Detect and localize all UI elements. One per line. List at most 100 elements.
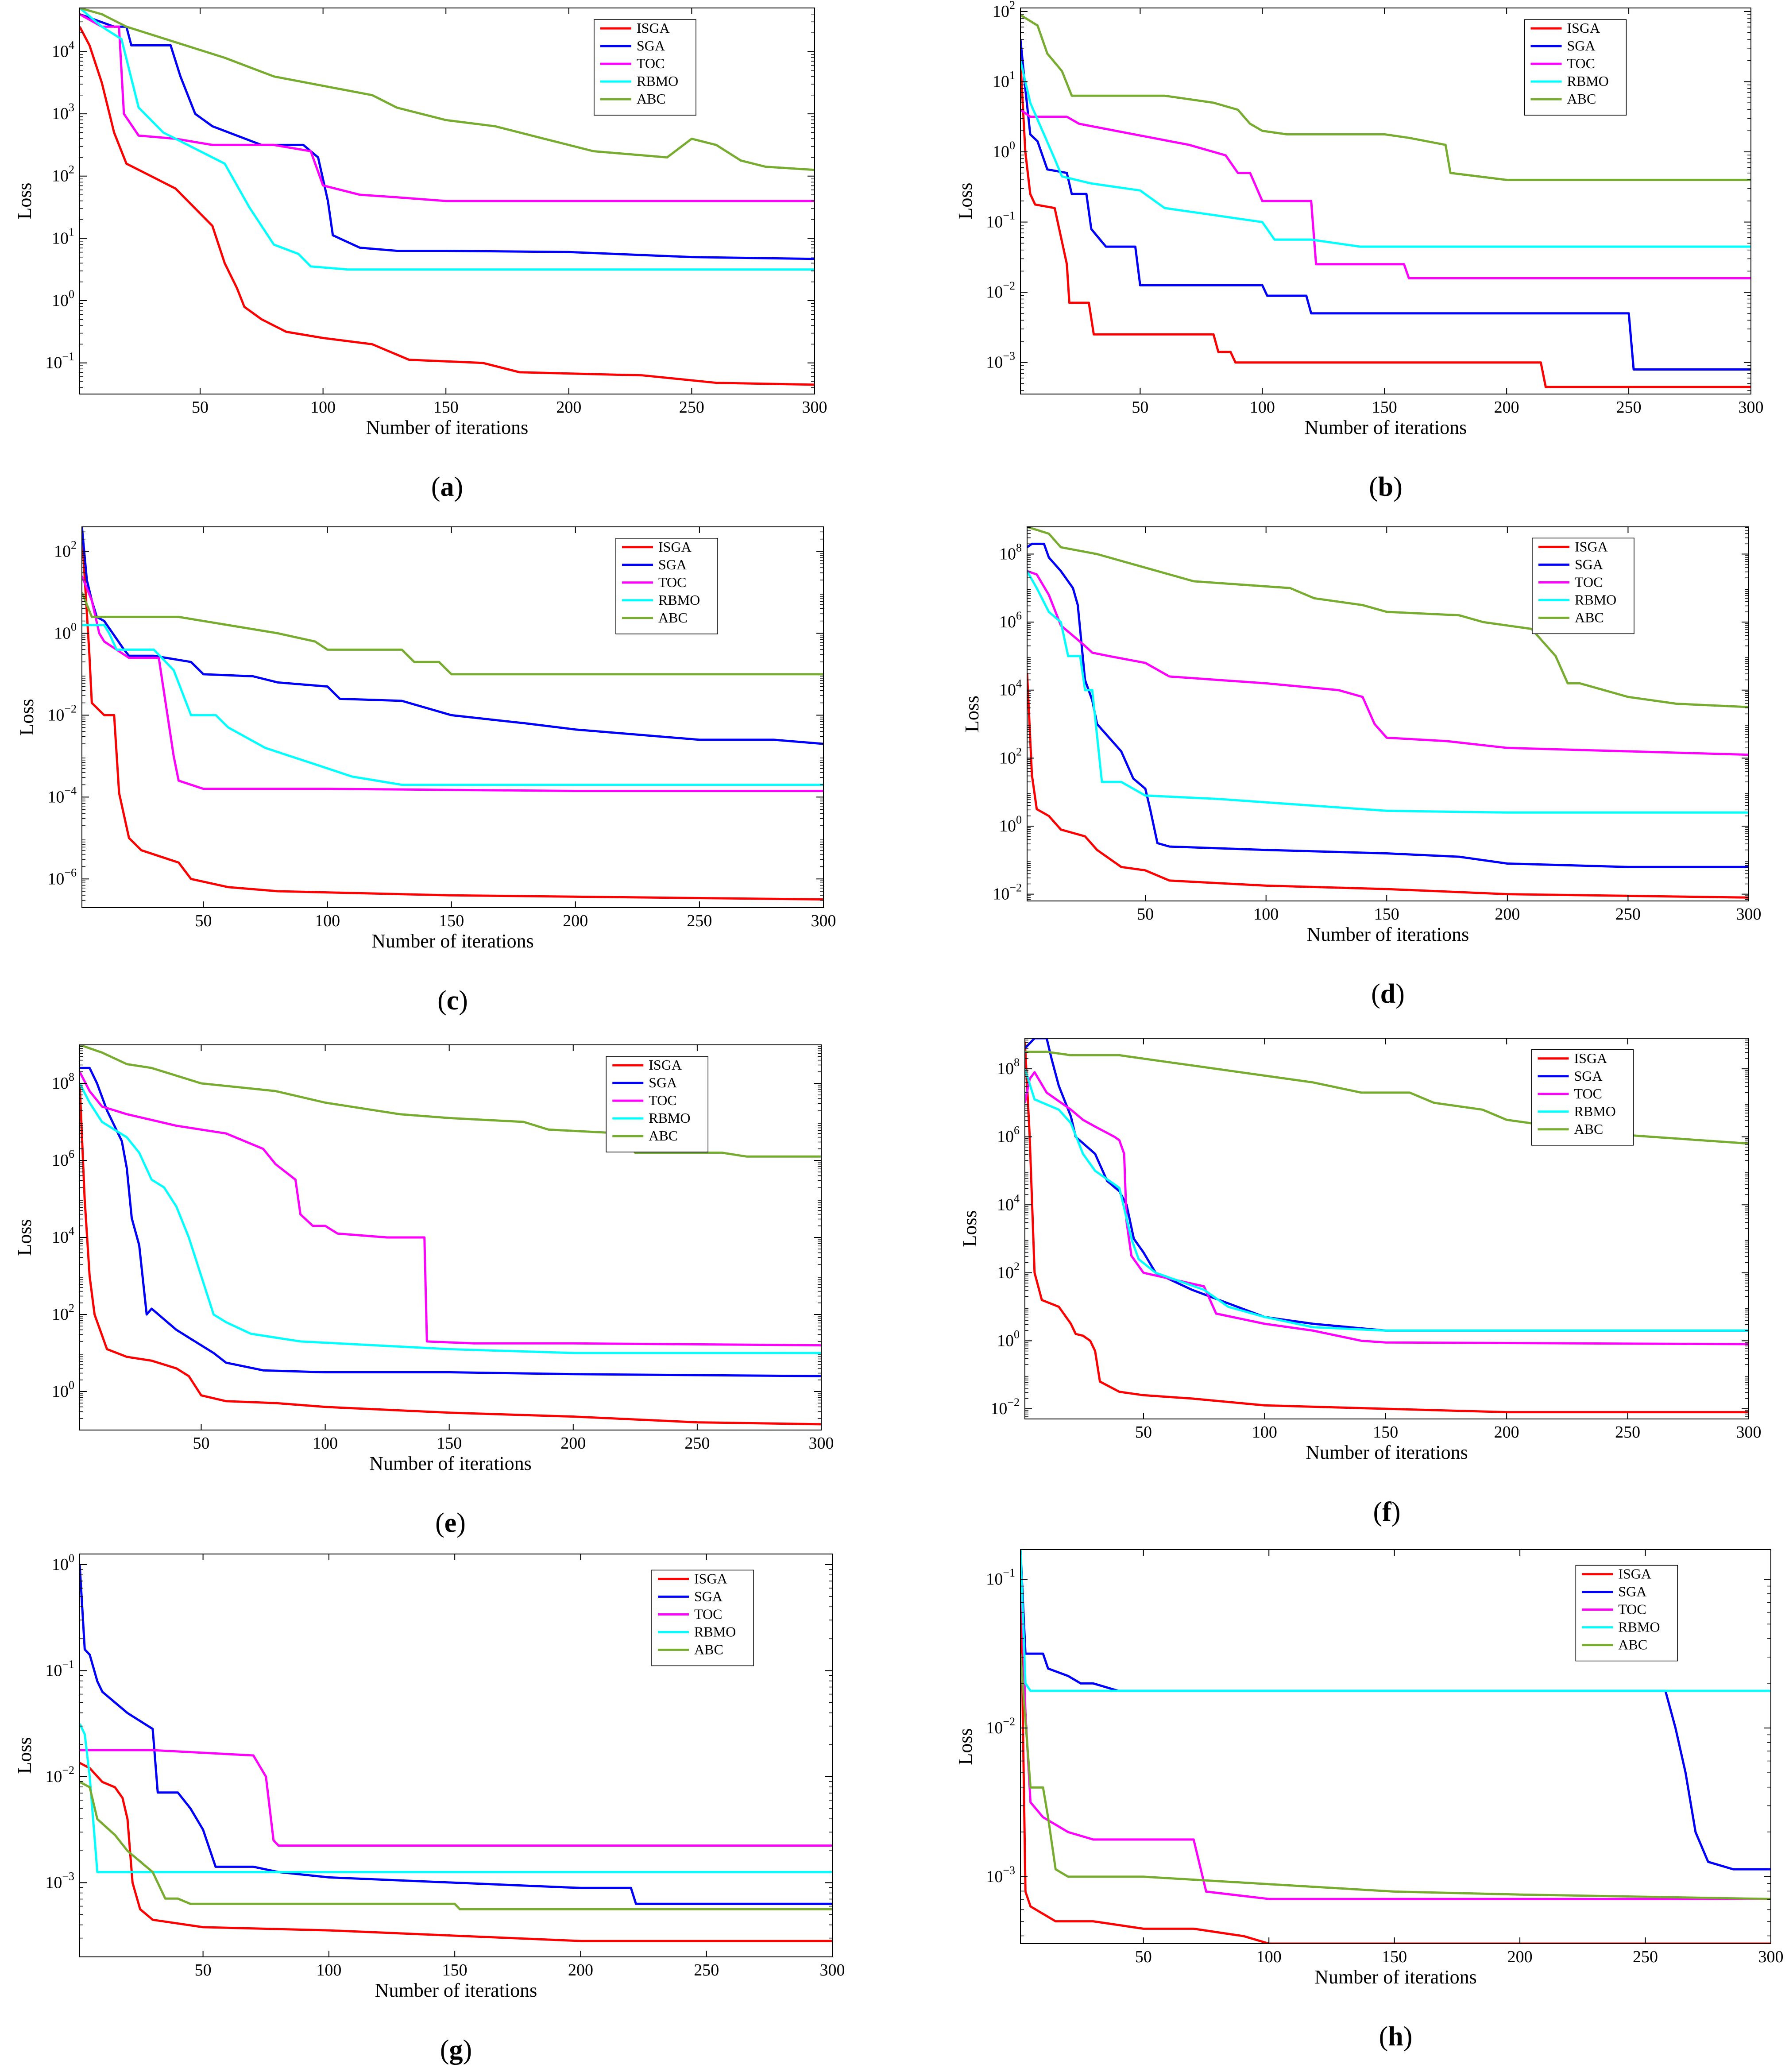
x-tick-label: 250 (1615, 1423, 1640, 1442)
series-line-abc (1027, 527, 1749, 708)
y-tick-label: 102 (993, 0, 1015, 21)
series-line-abc (1025, 1051, 1749, 1145)
y-tick-label: 10−1 (986, 209, 1015, 232)
y-tick-label: 102 (52, 1302, 74, 1324)
legend-label-sga: SGA (694, 1588, 723, 1604)
x-tick-label: 200 (560, 1434, 586, 1453)
y-tick-label: 10−4 (47, 784, 77, 806)
legend-label-rbmo: RBMO (1575, 591, 1616, 607)
y-tick-label: 10−2 (45, 1764, 74, 1786)
y-tick-label: 10−1 (45, 350, 74, 372)
y-tick-label: 104 (52, 39, 74, 61)
plot-frame (1020, 8, 1751, 394)
legend-label-sga: SGA (1574, 1068, 1603, 1084)
legend-label-isga: ISGA (658, 539, 692, 555)
series-line-rbmo (1025, 1068, 1749, 1332)
series-line-rbmo (1020, 60, 1751, 248)
series-line-rbmo (80, 1723, 832, 1873)
x-tick-label: 50 (192, 398, 209, 417)
x-tick-label: 50 (195, 912, 212, 930)
y-tick-label: 103 (52, 101, 74, 123)
series-line-abc (1020, 14, 1751, 181)
chart-panel-g: 50 100 150 200 250 300 10−3 10−2 10−1 100 Number o… (14, 1552, 845, 2065)
x-tick-label: 250 (1633, 1948, 1658, 1966)
series-line-sga (1027, 542, 1749, 868)
x-tick-label: 200 (1494, 1423, 1519, 1442)
y-tick-label: 10−2 (990, 1396, 1020, 1418)
x-tick-label: 50 (1137, 905, 1154, 924)
panel-caption: (g) (440, 2035, 472, 2065)
x-tick-label: 100 (1253, 905, 1279, 924)
y-tick-label: 101 (52, 225, 74, 247)
x-tick-label: 50 (195, 1961, 212, 1979)
x-axis-label: Number of iterations (375, 1979, 537, 2001)
x-tick-label: 300 (1739, 398, 1764, 417)
x-tick-label: 300 (1758, 1948, 1784, 1966)
y-axis-label: Loss (954, 1728, 976, 1765)
legend-label-rbmo: RBMO (658, 592, 700, 608)
legend-label-isga: ISGA (1618, 1566, 1651, 1582)
x-tick-label: 300 (802, 398, 827, 417)
y-tick-label: 10−1 (986, 1566, 1015, 1589)
y-tick-label: 10−2 (47, 702, 77, 724)
legend-label-toc: TOC (649, 1092, 676, 1108)
y-tick-label: 100 (54, 620, 77, 642)
y-tick-label: 102 (997, 1260, 1020, 1282)
x-tick-label: 200 (1507, 1948, 1533, 1966)
x-tick-label: 300 (1736, 1423, 1762, 1442)
x-axis-label: Number of iterations (369, 1453, 532, 1474)
series-line-isga (1027, 673, 1749, 899)
legend-label-abc: ABC (1567, 91, 1596, 107)
x-tick-label: 100 (316, 1961, 341, 1979)
x-axis-label: Number of iterations (1305, 417, 1467, 438)
series-line-abc (80, 8, 815, 171)
x-tick-label: 150 (1382, 1948, 1407, 1966)
plot-frame (79, 1554, 833, 1957)
y-tick-label: 10−3 (45, 1870, 74, 1892)
y-tick-label: 10−6 (47, 866, 77, 888)
chart-panel-e: 50 100 150 200 250 300 100 102 104 106 108 Number o… (14, 1044, 834, 1538)
chart-panel-c: 50 100 150 200 250 300 10−6 10−4 10−2 100 102 Numbe… (16, 526, 836, 1016)
y-tick-label: 100 (993, 139, 1015, 161)
panel-caption: (e) (435, 1508, 466, 1538)
series-line-abc (1020, 1653, 1771, 1900)
legend-label-toc: TOC (694, 1606, 722, 1622)
x-tick-label: 150 (1372, 398, 1397, 417)
plot-frame (1027, 526, 1749, 901)
series-line-toc (1027, 570, 1749, 756)
x-axis-label: Number of iterations (1306, 1442, 1468, 1463)
legend-label-toc: TOC (1574, 1086, 1602, 1102)
series-line-abc (80, 1045, 821, 1158)
x-tick-label: 50 (1132, 398, 1148, 417)
legend-label-isga: ISGA (1567, 20, 1600, 36)
series-line-rbmo (1027, 570, 1749, 814)
series-line-toc (1025, 1071, 1749, 1345)
series-line-toc (80, 13, 815, 202)
x-tick-label: 100 (1250, 398, 1275, 417)
series-line-isga (1020, 1550, 1771, 1944)
y-tick-label: 102 (52, 163, 74, 186)
x-axis-label: Number of iterations (371, 930, 534, 952)
chart-panel-f: 50 100 150 200 250 300 10−2 100 102 104 106 108 Numb… (959, 1038, 1762, 1527)
series-line-abc (80, 1781, 832, 1910)
x-tick-label: 250 (1615, 905, 1641, 924)
legend-label-abc: ABC (1618, 1637, 1647, 1653)
legend-label-isga: ISGA (649, 1057, 682, 1073)
y-axis-label: Loss (14, 182, 35, 219)
x-tick-label: 250 (679, 398, 704, 417)
x-tick-label: 250 (694, 1961, 719, 1979)
x-tick-label: 250 (687, 912, 712, 930)
series-line-sga (80, 13, 815, 260)
y-tick-label: 10−2 (993, 881, 1022, 904)
chart-panel-h: 50 100 150 200 250 300 10−3 10−2 10−1 Number of i… (954, 1549, 1784, 2052)
x-tick-label: 300 (1736, 905, 1762, 924)
x-tick-label: 50 (1135, 1423, 1152, 1442)
legend-label-rbmo: RBMO (649, 1110, 690, 1126)
series-line-isga (1020, 60, 1751, 388)
y-axis-label: Loss (14, 1219, 35, 1256)
legend-label-sga: SGA (637, 38, 665, 54)
x-tick-label: 150 (437, 1434, 462, 1453)
y-tick-label: 10−2 (986, 1715, 1015, 1737)
legend-label-toc: TOC (1618, 1601, 1646, 1617)
